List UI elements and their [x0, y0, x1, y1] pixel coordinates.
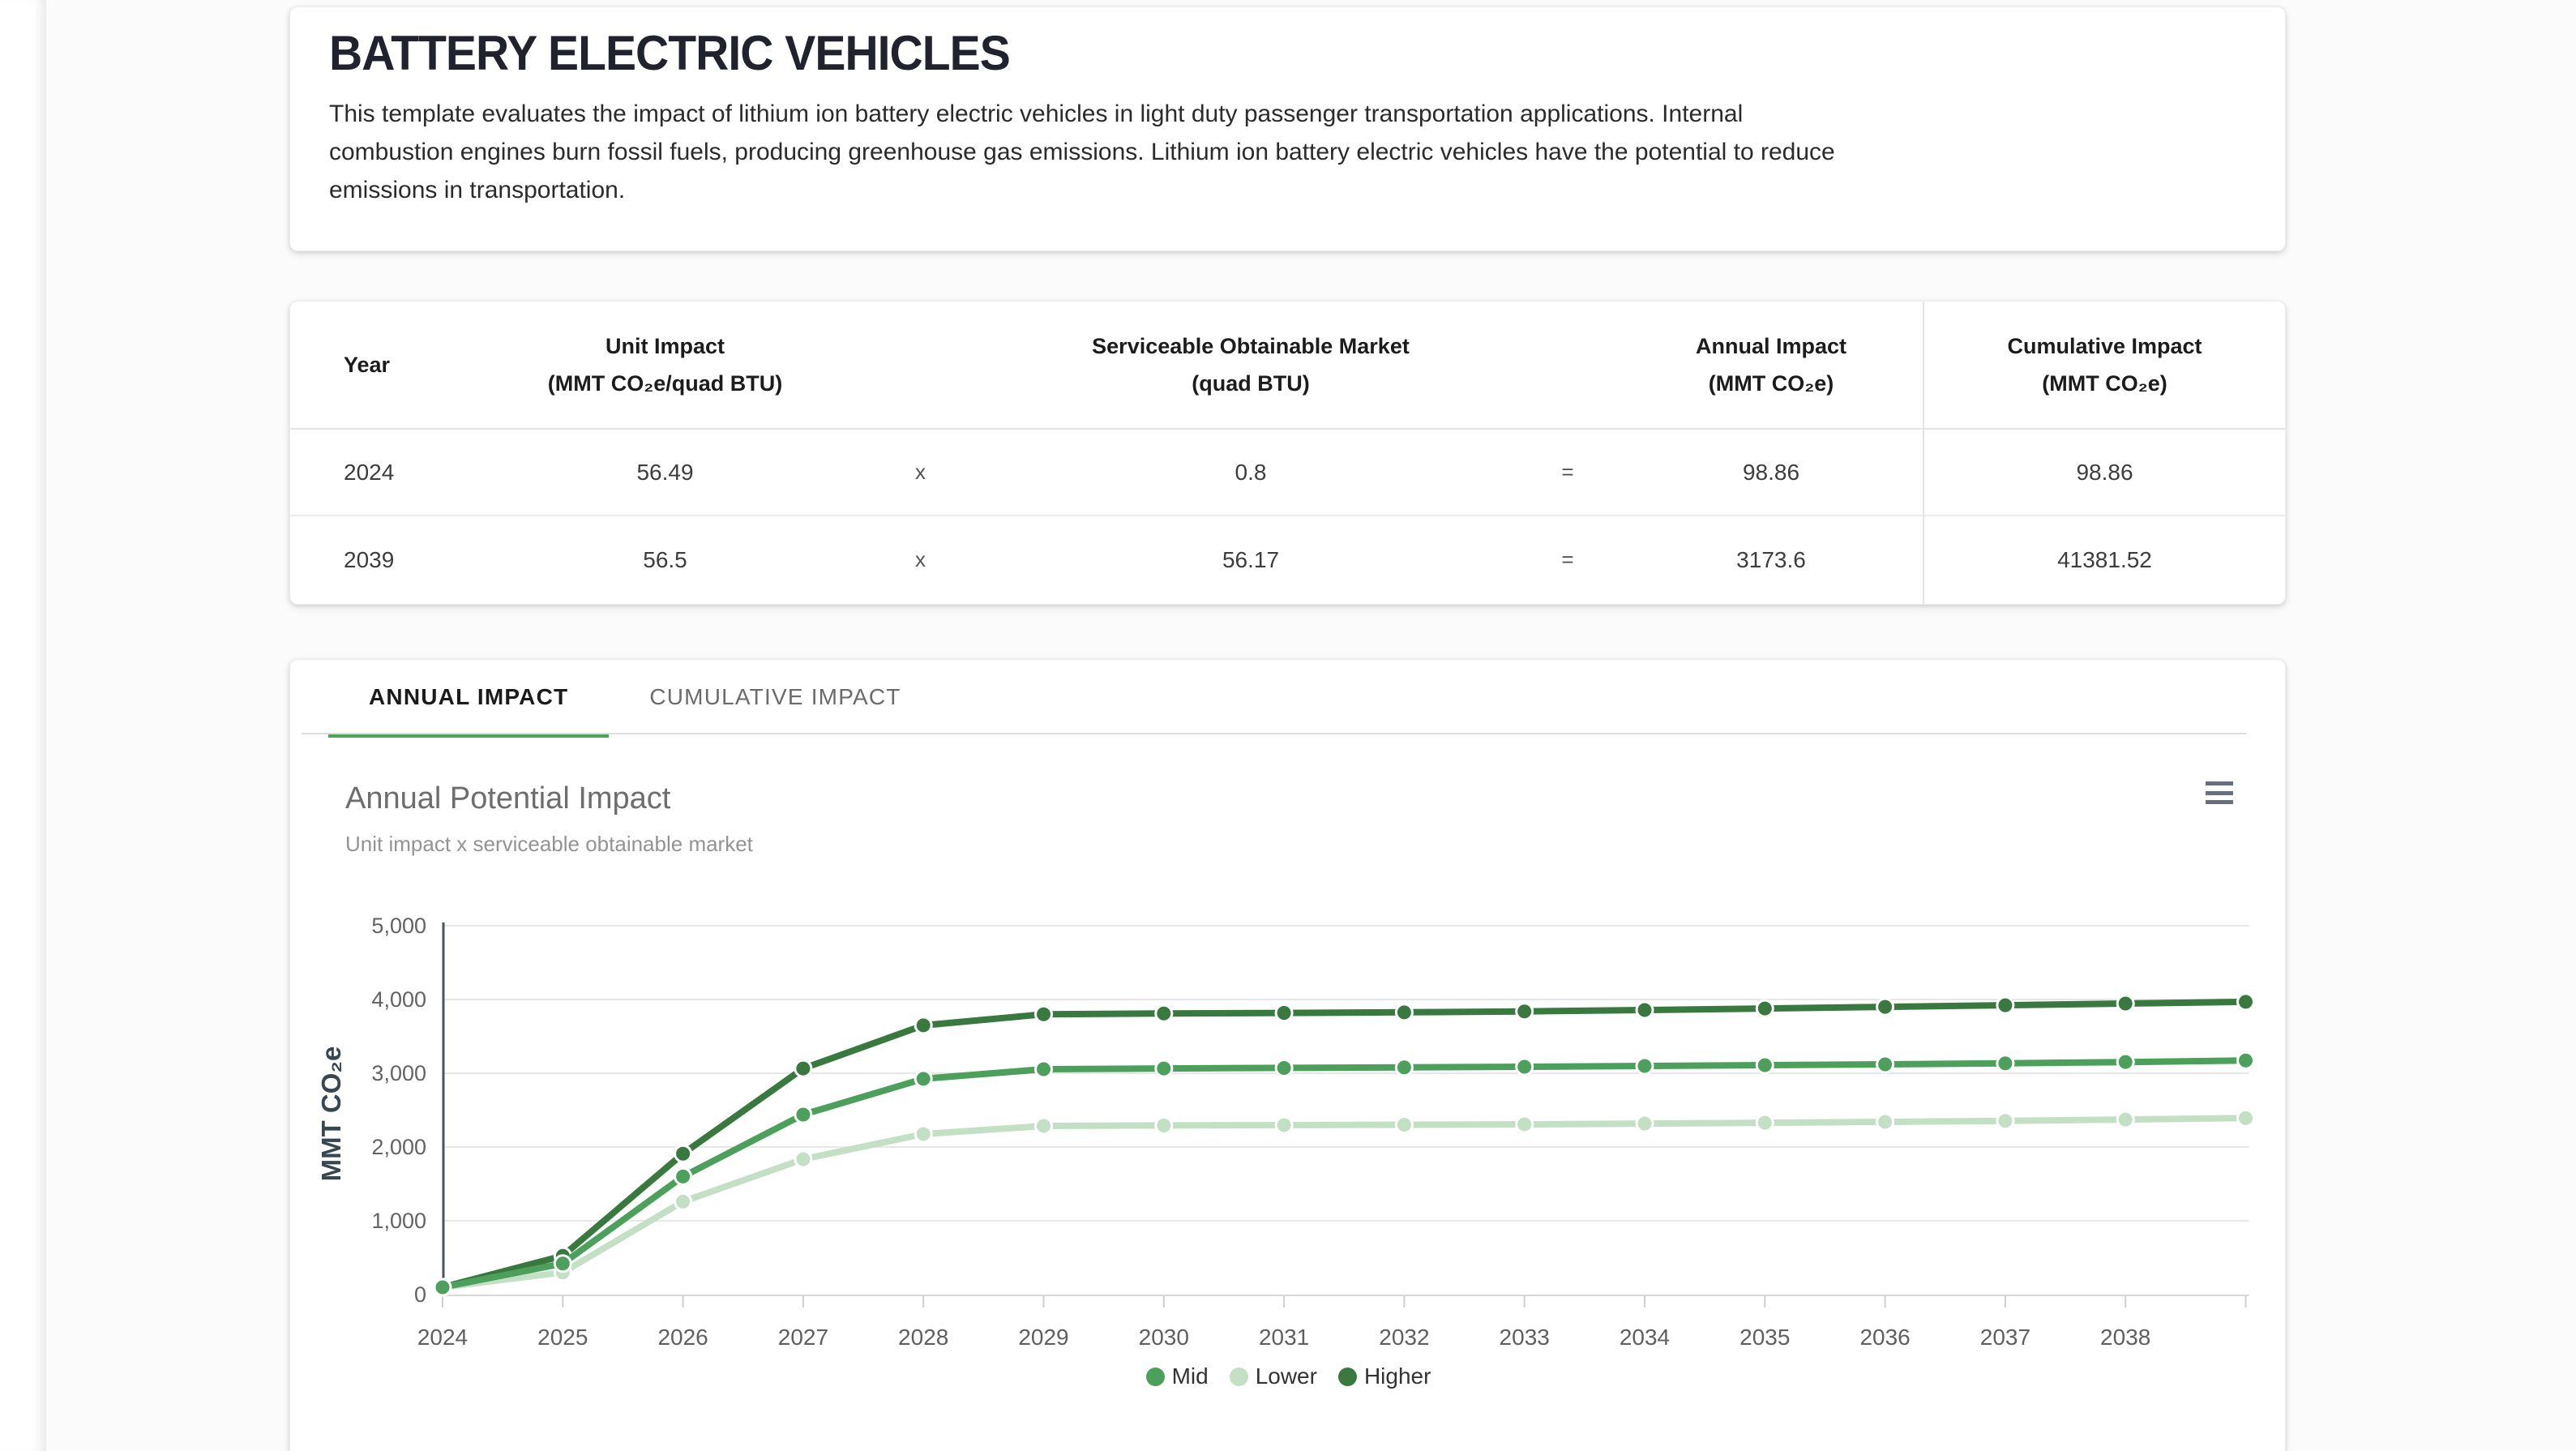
tab-annual-impact[interactable]: ANNUAL IMPACT	[328, 660, 610, 738]
svg-text:2024: 2024	[417, 1325, 468, 1350]
svg-text:MMT CO₂e: MMT CO₂e	[316, 1047, 346, 1182]
template-summary-card: BATTERY ELECTRIC VEHICLES This template …	[289, 6, 2286, 251]
column-header-unit-impact: Unit Impact (MMT CO₂e/quad BTU)	[547, 334, 783, 396]
svg-text:0: 0	[414, 1282, 426, 1307]
svg-text:2026: 2026	[657, 1325, 708, 1350]
multiply-operator: x	[915, 547, 926, 571]
cell-unit-impact: 56.49	[636, 459, 694, 485]
svg-text:2029: 2029	[1018, 1325, 1068, 1350]
legend-marker-icon	[1145, 1367, 1165, 1386]
svg-text:4,000: 4,000	[371, 987, 426, 1012]
chart-plot-area: 0 1,000 2,000 3,000 4,000 5,000 2024 2025 2026 20…	[316, 914, 2255, 1350]
cell-year: 2039	[344, 546, 395, 572]
equals-operator: =	[1561, 547, 1574, 571]
table-header-row: Year Unit Impact (MMT CO₂e/quad BTU) Ser…	[290, 302, 2285, 430]
svg-text:2036: 2036	[1859, 1325, 1910, 1350]
column-header-som: Serviceable Obtainable Market (quad BTU)	[1092, 334, 1410, 396]
column-header-year: Year	[344, 353, 391, 377]
svg-text:1,000: 1,000	[371, 1209, 426, 1233]
legend-item-higher[interactable]: Higher	[1337, 1363, 1431, 1389]
chart-legend: Mid Lower Higher	[290, 1359, 2287, 1394]
legend-item-mid[interactable]: Mid	[1145, 1363, 1209, 1389]
svg-text:2027: 2027	[778, 1325, 828, 1350]
svg-text:2025: 2025	[537, 1325, 588, 1350]
column-header-cumulative-impact: Cumulative Impact (MMT CO₂e)	[2007, 334, 2202, 396]
chart-subtitle: Unit impact x serviceable obtainable mar…	[345, 832, 753, 856]
page-title: BATTERY ELECTRIC VEHICLES	[329, 26, 1011, 80]
svg-text:2031: 2031	[1259, 1325, 1309, 1350]
cell-annual-impact: 3173.6	[1736, 546, 1806, 572]
table-row: 2024 56.49 x 0.8 = 98.86 98.86	[290, 430, 2285, 516]
chart-tabs: ANNUAL IMPACT CUMULATIVE IMPACT	[290, 660, 2285, 738]
multiply-operator: x	[915, 460, 926, 484]
svg-text:2035: 2035	[1739, 1325, 1790, 1350]
svg-text:2032: 2032	[1379, 1325, 1429, 1350]
svg-text:5,000: 5,000	[371, 914, 426, 938]
svg-text:2030: 2030	[1139, 1325, 1189, 1350]
legend-item-lower[interactable]: Lower	[1229, 1363, 1317, 1389]
svg-text:2038: 2038	[2100, 1325, 2150, 1350]
tab-cumulative-impact[interactable]: CUMULATIVE IMPACT	[649, 684, 901, 709]
svg-text:2037: 2037	[1980, 1325, 2030, 1350]
left-gutter	[0, 0, 46, 1451]
active-tab-indicator	[328, 733, 610, 738]
annual-impact-line-chart: 0 1,000 2,000 3,000 4,000 5,000 2024 2025 2026 20…	[290, 862, 2287, 1357]
impact-chart-card: ANNUAL IMPACT CUMULATIVE IMPACT Annual P…	[289, 659, 2286, 1451]
svg-text:2033: 2033	[1500, 1325, 1550, 1350]
cell-annual-impact: 98.86	[1742, 459, 1800, 485]
svg-text:2028: 2028	[898, 1325, 948, 1350]
legend-marker-icon	[1337, 1367, 1357, 1386]
chart-title: Annual Potential Impact	[345, 781, 671, 815]
equals-operator: =	[1561, 460, 1574, 484]
impact-table-card: Year Unit Impact (MMT CO₂e/quad BTU) Ser…	[289, 301, 2286, 605]
cell-som: 56.17	[1222, 546, 1280, 572]
cell-som: 0.8	[1235, 459, 1267, 485]
hamburger-icon[interactable]	[2206, 781, 2233, 804]
column-header-annual-impact: Annual Impact (MMT CO₂e)	[1695, 334, 1847, 396]
svg-text:2,000: 2,000	[371, 1135, 426, 1159]
legend-marker-icon	[1229, 1367, 1248, 1386]
tabbar-divider	[302, 733, 2246, 734]
table-vertical-divider	[1923, 302, 1924, 604]
cell-year: 2024	[344, 459, 395, 485]
svg-text:3,000: 3,000	[371, 1061, 426, 1085]
cell-cumulative-impact: 41381.52	[2057, 546, 2152, 572]
cell-cumulative-impact: 98.86	[2076, 459, 2133, 485]
table-row: 2039 56.5 x 56.17 = 3173.6 41381.52	[290, 516, 2285, 603]
cell-unit-impact: 56.5	[643, 546, 687, 572]
template-description: This template evaluates the impact of li…	[329, 101, 1835, 203]
svg-text:2034: 2034	[1620, 1325, 1670, 1350]
